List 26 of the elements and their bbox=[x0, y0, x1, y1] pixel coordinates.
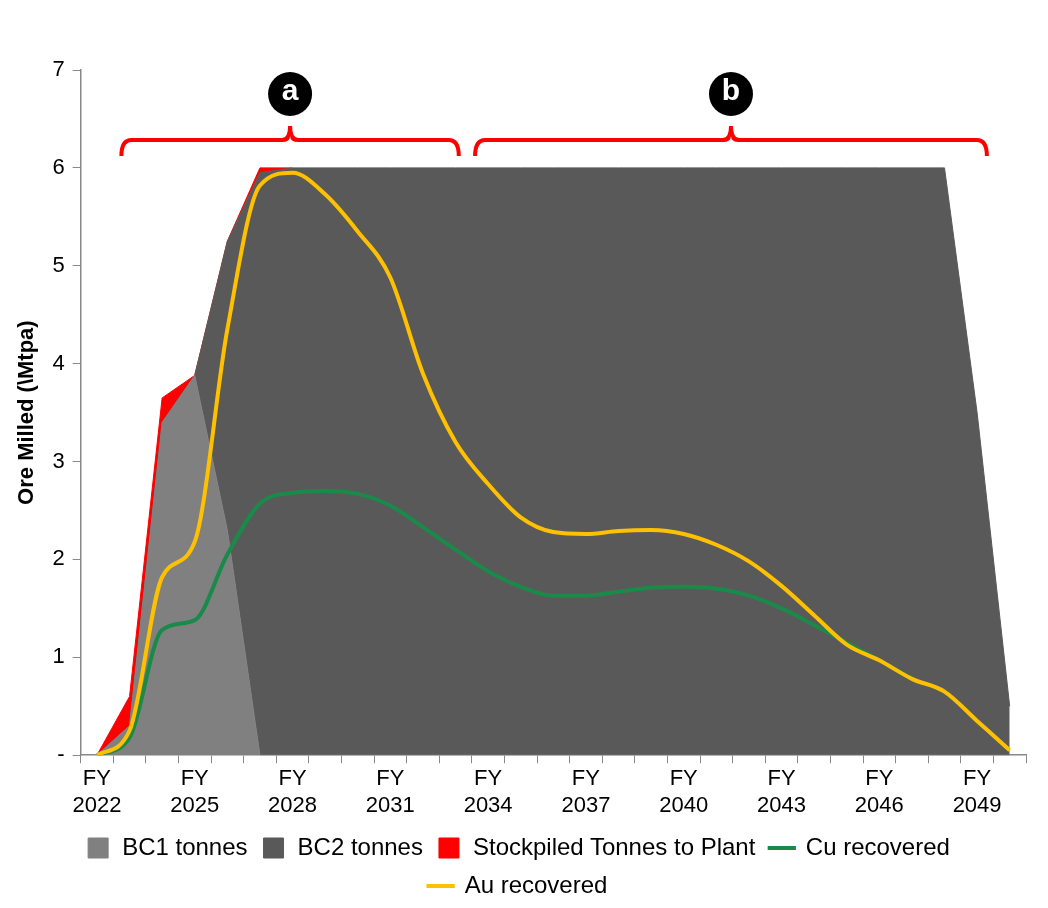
y-tick-label: 1 bbox=[52, 643, 65, 669]
annotation: b bbox=[721, 73, 741, 107]
y-tick-label: - bbox=[57, 741, 65, 767]
x-tick-label: FY 2040 bbox=[659, 765, 709, 817]
y-axis-title: Ore Milled (\Mtpa) bbox=[13, 320, 39, 505]
legend-label: Cu recovered bbox=[805, 832, 950, 860]
y-tick-label: 2 bbox=[52, 545, 65, 571]
x-tick-label: FY 2049 bbox=[952, 765, 1002, 817]
y-tick-label: 5 bbox=[52, 251, 65, 277]
x-tick-label: FY 2046 bbox=[854, 765, 904, 817]
x-tick-label: FY 2031 bbox=[365, 765, 415, 817]
x-tick-label: FY 2037 bbox=[561, 765, 611, 817]
legend-label: Stockpiled Tonnes to Plant bbox=[472, 832, 756, 860]
y-tick-label: 3 bbox=[52, 447, 65, 473]
legend-label: BC2 tonnes bbox=[297, 832, 423, 860]
legend-label: BC1 tonnes bbox=[122, 832, 248, 860]
legend-label: Au recovered bbox=[464, 870, 608, 898]
x-tick-label: FY 2034 bbox=[463, 765, 513, 817]
x-tick-label: FY 2025 bbox=[170, 765, 220, 817]
x-tick-label: FY 2043 bbox=[757, 765, 806, 817]
y-tick-label: 6 bbox=[52, 153, 65, 179]
y-tick-label: 4 bbox=[52, 349, 65, 375]
y-tick-label: 7 bbox=[52, 56, 65, 82]
x-tick-label: FY 2028 bbox=[268, 765, 317, 817]
x-tick-label: FY 2022 bbox=[72, 765, 122, 817]
annotation: a bbox=[281, 73, 299, 107]
